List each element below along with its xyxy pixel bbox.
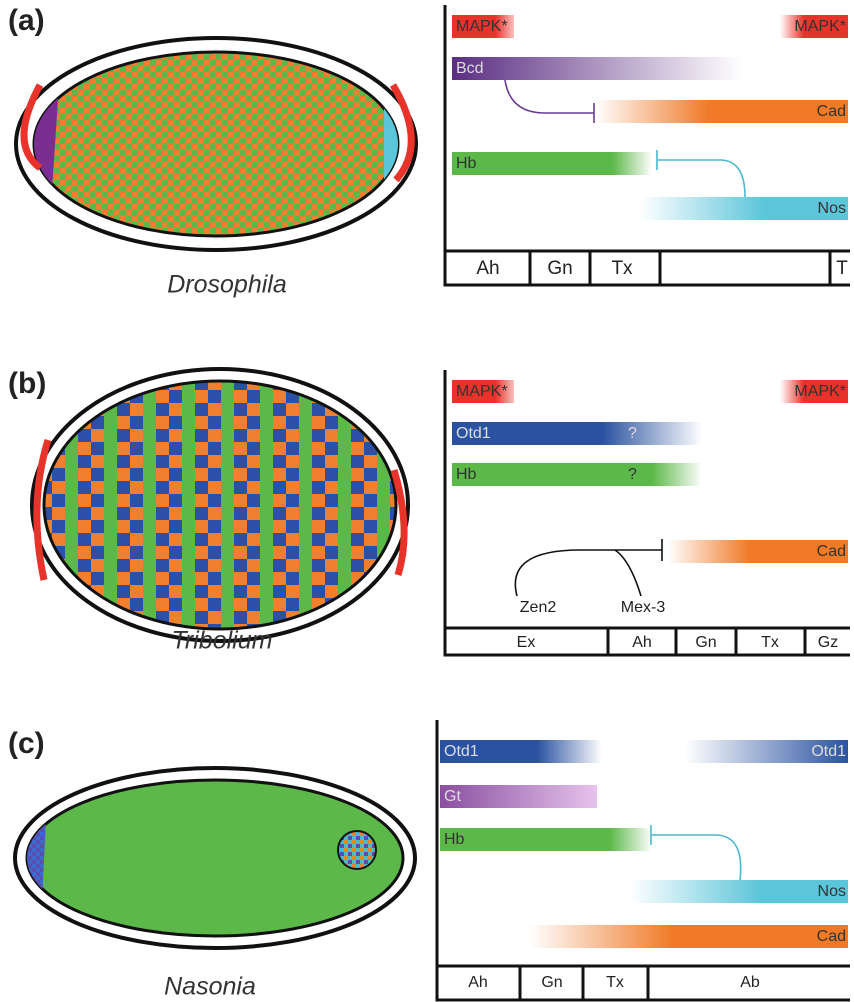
gradient-bar [530,925,848,948]
embryo [34,52,398,236]
region-label: Gn [695,634,716,651]
bar-label: Bcd [456,60,484,77]
oosome [338,831,376,869]
repression-arrow [657,150,745,197]
bar-label: Nos [818,200,846,217]
poles [0,780,48,940]
species-name: Nasonia [164,973,256,1001]
bar-label: MAPK* [456,383,508,400]
bar-label: MAPK* [794,383,846,400]
species-name: Drosophila [167,271,287,299]
bar-label: Gt [444,788,461,805]
gradient-bar [452,57,742,80]
bar-label: Hb [456,155,477,172]
bar-label: Hb [456,466,477,483]
region-label: Tx [611,258,633,279]
embryo [44,381,396,629]
bar-label: Otd1 [811,743,846,760]
regulator-label: Mex-3 [621,599,666,616]
gradient-bar [630,880,848,903]
gradient-bar [595,100,848,123]
panel-a: (a) Drosophila MAPK* MAPK* Bcd Cad Hb No… [0,4,850,299]
gradient-bar [452,463,702,486]
region-label: Gz [818,634,838,651]
region-label: Gn [547,258,572,279]
bar-label: Cad [817,928,846,945]
repression-arrow [505,80,594,123]
gradient-bar [452,152,652,175]
chart-frame [445,5,850,285]
anterior-cap [0,40,62,250]
region-label: Ah [632,634,652,651]
posterior-cap [384,40,424,250]
gradient-bar [440,785,597,808]
region-label: Tx [606,974,624,991]
anterior-cap [0,780,48,940]
panel-b: (b) Tribolium MAPK* MAPK* Otd1 ? Hb ? Ca… [8,367,850,655]
regulator-label: Zen2 [520,599,557,616]
bar-label: MAPK* [794,18,846,35]
region-label: Ah [468,974,488,991]
panel-label: (a) [8,4,45,37]
repression-arrow [651,825,741,880]
region-label: Gn [541,974,562,991]
species-name: Tribolium [172,627,273,655]
region-label: Tx [761,634,779,651]
panel-label: (b) [8,367,46,400]
bar-label: MAPK* [456,18,508,35]
uncertain-mark: ? [628,425,637,442]
repression-arrow [515,539,662,596]
panel-c: (c) Nasonia Otd1 Otd1 Gt Hb Nos Cad Ah G… [0,720,850,1001]
bar-label: Hb [444,831,465,848]
region-label: Ah [476,258,499,279]
bar-label: Cad [817,103,846,120]
panel-label: (c) [8,727,45,760]
region-label: T [836,258,848,279]
gradient-bar [440,828,652,851]
region-label: Ex [517,634,536,651]
uncertain-mark: ? [628,466,637,483]
bar-label: Otd1 [444,743,479,760]
bar-label: Otd1 [456,425,491,442]
region-label: Ab [740,974,760,991]
bar-label: Cad [817,543,846,560]
figure: (a) Drosophila MAPK* MAPK* Bcd Cad Hb No… [0,0,854,1002]
bar-label: Nos [818,883,846,900]
